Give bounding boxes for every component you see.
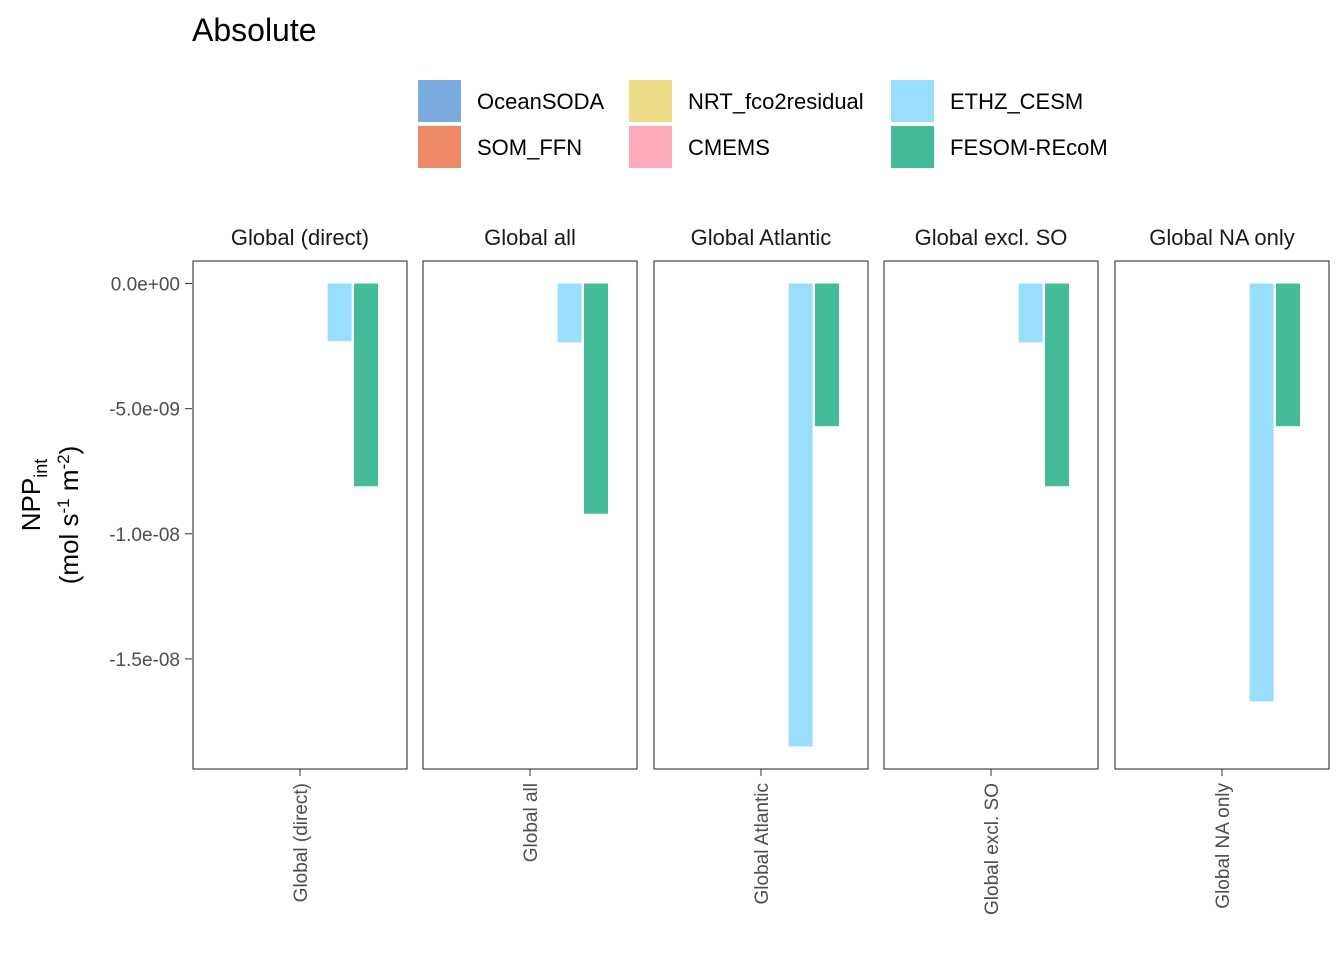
legend-key-ethz_cesm	[891, 80, 934, 122]
bar-ethz_cesm	[327, 283, 352, 342]
facet-strip-label: Global (direct)	[231, 225, 369, 250]
x-tick-label: Global Atlantic	[752, 783, 773, 904]
y-axis-unit-exp1: -1	[54, 498, 73, 513]
legend-label-nrt_fco2residual: NRT_fco2residual	[688, 89, 864, 114]
bar-ethz_cesm	[1018, 283, 1043, 343]
facet-strip-label: Global excl. SO	[915, 225, 1068, 250]
facet-panel: Global (direct) Global (direct)	[192, 225, 408, 902]
bar-fesom-recom	[354, 283, 378, 487]
x-tick-label: Global NA only	[1213, 783, 1234, 909]
facet-panel: Global NA only Global NA only	[1114, 225, 1330, 909]
x-tick-label: Global excl. SO	[982, 783, 1003, 915]
bar-fesom-recom	[1045, 283, 1069, 487]
legend-label-fesom-recom: FESOM-REcoM	[950, 135, 1108, 160]
bar-ethz_cesm	[1249, 283, 1274, 702]
bar-fesom-recom	[1276, 283, 1300, 427]
bar-fesom-recom	[584, 283, 608, 514]
y-axis-unit-prefix: (mol s	[54, 514, 84, 585]
y-axis-title: NPPint	[16, 459, 51, 531]
legend-key-som_ffn	[418, 126, 461, 168]
legend-key-fesom-recom	[891, 126, 934, 168]
x-tick-label: Global all	[521, 783, 542, 862]
y-axis-title-main: NPP	[16, 478, 46, 531]
facet-strip-label: Global NA only	[1149, 225, 1295, 250]
y-axis-unit-exp2: -2	[54, 454, 73, 469]
facet-strip-label: Global all	[484, 225, 576, 250]
facet-panels: Global (direct) Global (direct) Global all…	[192, 225, 1330, 915]
y-axis: 0.0e+00 -5.0e-09 -1.0e-08 -1.5e-08	[109, 275, 192, 671]
y-axis-title-sub: int	[31, 459, 51, 478]
legend-key-cmems	[629, 126, 672, 168]
facet-strip-label: Global Atlantic	[691, 225, 832, 250]
legend-label-cmems: CMEMS	[688, 135, 770, 160]
facet-panel: Global all Global all	[422, 225, 638, 862]
y-axis-unit-mid: m	[54, 470, 84, 499]
y-tick-label: 0.0e+00	[111, 275, 180, 296]
y-tick-label: -1.5e-08	[109, 650, 180, 671]
y-axis-unit-suffix: )	[54, 446, 84, 455]
y-tick-label: -5.0e-09	[109, 400, 180, 421]
bar-fesom-recom	[815, 283, 839, 427]
facet-panel: Global excl. SO Global excl. SO	[883, 225, 1099, 915]
legend: OceanSODA SOM_FFN NRT_fco2residual CMEMS ETH…	[418, 80, 1108, 168]
legend-key-nrt_fco2residual	[629, 80, 672, 122]
legend-label-ethz_cesm: ETHZ_CESM	[950, 89, 1083, 114]
legend-label-som_ffn: SOM_FFN	[477, 135, 582, 160]
bar-ethz_cesm	[557, 283, 582, 343]
y-axis-unit: (mol s-1 m-2)	[54, 446, 84, 585]
legend-label-oceansoda: OceanSODA	[477, 89, 604, 114]
y-axis-label: NPPint (mol s-1 m-2)	[16, 446, 84, 585]
x-tick-label: Global (direct)	[291, 783, 312, 902]
y-tick-label: -1.0e-08	[109, 525, 180, 546]
legend-key-oceansoda	[418, 80, 461, 122]
chart-title: Absolute	[192, 12, 317, 48]
bar-ethz_cesm	[788, 283, 813, 747]
facet-panel: Global Atlantic Global Atlantic	[653, 225, 869, 904]
